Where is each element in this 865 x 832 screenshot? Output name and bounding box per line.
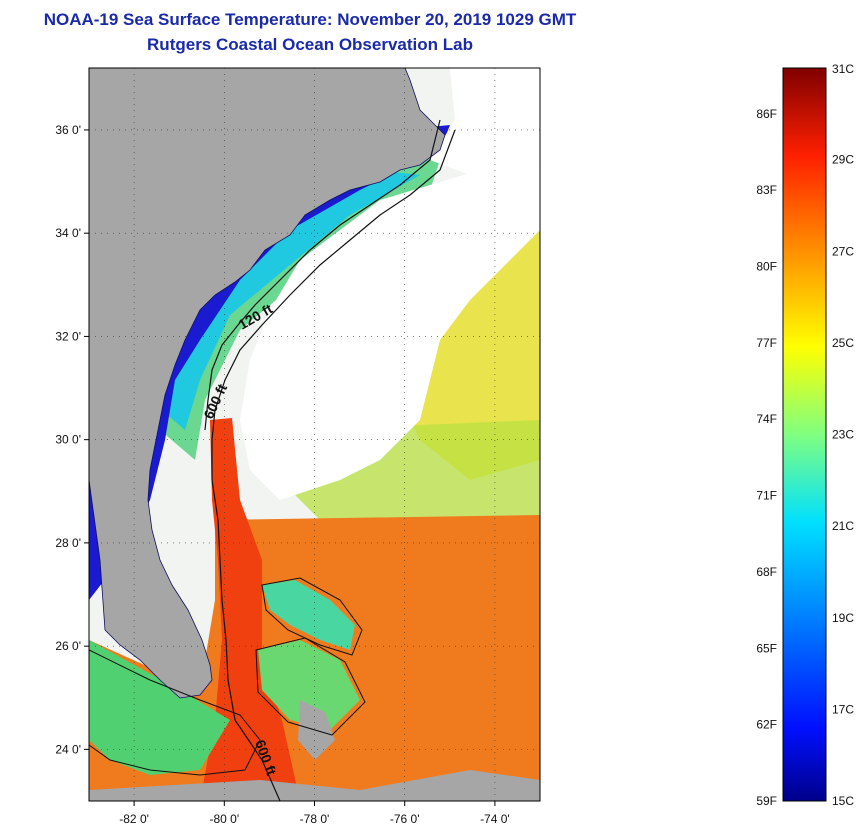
colorbar-fahrenheit-label: 80F: [756, 260, 777, 274]
colorbar-fahrenheit-label: 83F: [756, 183, 777, 197]
colorbar-celsius-label: 19C: [832, 611, 854, 625]
colorbar-fahrenheit-label: 74F: [756, 412, 777, 426]
colorbar-fahrenheit-label: 59F: [756, 794, 777, 808]
colorbar-celsius-label: 17C: [832, 702, 854, 716]
colorbar-celsius-label: 25C: [832, 336, 854, 350]
contour-bahamas-south: [255, 637, 366, 736]
lon-tick-label: -78 0': [300, 812, 330, 826]
colorbar-fahrenheit-label: 65F: [756, 641, 777, 655]
colorbar-fahrenheit-label: 62F: [756, 718, 777, 732]
lat-tick-label: 34 0': [55, 226, 81, 240]
colorbar-celsius-label: 23C: [832, 428, 854, 442]
contour-keys: [89, 649, 261, 776]
colorbar-celsius-label: 31C: [832, 62, 854, 76]
colorbar-fahrenheit-labels: 59F 62F 65F 68F 71F 74F 77F 80F 83F 86F: [756, 107, 777, 808]
cloud-cover: [240, 160, 540, 500]
graticule: [89, 68, 540, 801]
colorbar-fahrenheit-label: 86F: [756, 107, 777, 121]
bahamas-bank-green: [262, 580, 355, 650]
bahamas-bank-green-south: [258, 640, 360, 730]
colorbar-fahrenheit-label: 68F: [756, 565, 777, 579]
lon-tick-label: -74 0': [480, 812, 510, 826]
colorbar-celsius-label: 21C: [832, 519, 854, 533]
contour-bahamas: [261, 577, 363, 656]
colorbar-fahrenheit-label: 77F: [756, 336, 777, 350]
gulf-stream: [200, 418, 300, 801]
contour-120ft: [204, 119, 441, 431]
colorbar-fahrenheit-label: 71F: [756, 489, 777, 503]
cloud-cover-north: [430, 68, 540, 175]
lat-tick-label: 28 0': [55, 536, 81, 550]
colorbar-gradient: [782, 67, 827, 802]
map-title: NOAA-19 Sea Surface Temperature: Novembe…: [43, 10, 577, 29]
us-landmass: [89, 68, 446, 699]
colorbar-celsius-label: 15C: [832, 794, 854, 808]
lon-tick-label: -80 0': [209, 812, 239, 826]
contour-600ft: [211, 129, 456, 801]
colorbar-celsius-label: 29C: [832, 153, 854, 167]
latitude-axis: 24 0' 26 0' 28 0' 30 0' 32 0' 34 0' 36 0': [55, 123, 89, 756]
lat-tick-label: 26 0': [55, 639, 81, 653]
map-subtitle: Rutgers Coastal Ocean Observation Lab: [147, 35, 473, 54]
lat-tick-label: 36 0': [55, 123, 81, 137]
colorbar-celsius-labels: 15C 17C 19C 21C 23C 25C 27C 29C 31C: [832, 62, 854, 808]
lat-tick-label: 30 0': [55, 433, 81, 447]
southern-land: [89, 770, 540, 801]
florida-bay-waters: [89, 640, 230, 775]
lon-tick-label: -82 0': [119, 812, 149, 826]
colorbar-celsius-label: 27C: [832, 244, 854, 258]
longitude-axis: -82 0' -80 0' -78 0' -76 0' -74 0': [119, 801, 510, 826]
lat-tick-label: 32 0': [55, 329, 81, 343]
lat-tick-label: 24 0': [55, 742, 81, 756]
lon-tick-label: -76 0': [390, 812, 420, 826]
